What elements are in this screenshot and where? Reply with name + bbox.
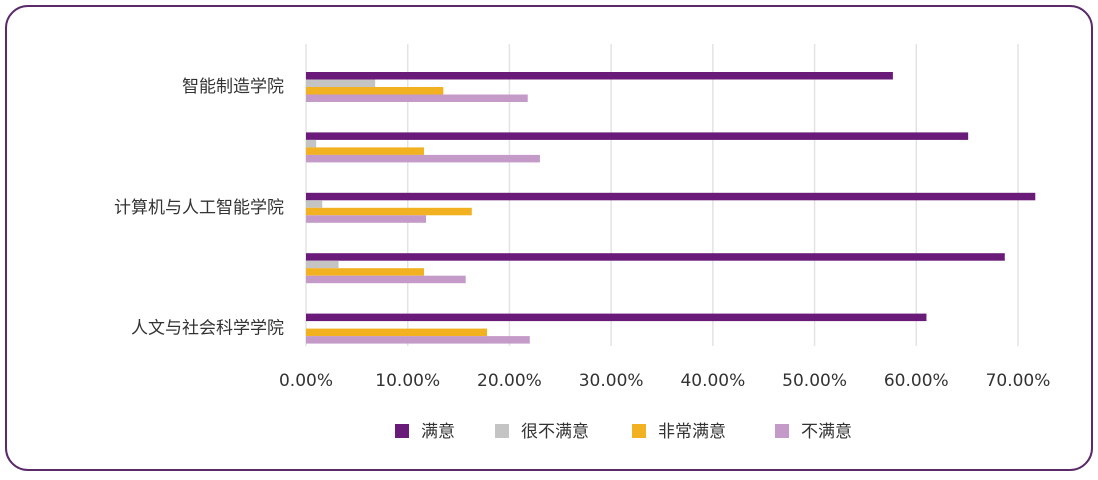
y-tick-label: 计算机与人工智能学院 <box>114 198 284 218</box>
y-tick-label: 人文与社会科学学院 <box>131 319 284 339</box>
bar <box>306 72 893 80</box>
bar <box>306 313 927 322</box>
bar <box>306 328 488 337</box>
x-tick-label: 50.00% <box>782 371 847 391</box>
legend-label: 不满意 <box>801 422 852 442</box>
y-tick-label: 智能制造学院 <box>182 77 284 97</box>
bar <box>306 336 530 344</box>
legend-label: 满意 <box>421 422 455 442</box>
x-tick-label: 40.00% <box>680 371 745 391</box>
bar <box>306 253 1005 261</box>
bar <box>306 132 969 140</box>
x-tick-label: 70.00% <box>986 371 1051 391</box>
bar <box>306 275 466 284</box>
bar <box>306 87 444 95</box>
legend-swatch <box>632 424 646 438</box>
legend-swatch <box>495 424 509 438</box>
x-tick-label: 60.00% <box>884 371 949 391</box>
bar <box>306 79 376 87</box>
x-tick-label: 0.00% <box>279 371 333 391</box>
bar <box>306 147 424 155</box>
bar <box>306 268 424 276</box>
legend-label: 非常满意 <box>658 422 726 442</box>
x-tick-label: 30.00% <box>579 371 644 391</box>
bar <box>306 192 1036 201</box>
bar <box>306 200 323 208</box>
legend-swatch <box>775 424 789 438</box>
legend-label: 很不满意 <box>521 422 589 442</box>
bar <box>306 207 472 216</box>
x-tick-label: 10.00% <box>375 371 440 391</box>
bar <box>306 154 540 163</box>
bar <box>306 94 528 102</box>
bar <box>306 260 339 269</box>
bar <box>306 139 317 148</box>
frame <box>5 5 1093 471</box>
legend-swatch <box>395 424 409 438</box>
bar <box>306 215 427 223</box>
x-tick-label: 20.00% <box>477 371 542 391</box>
